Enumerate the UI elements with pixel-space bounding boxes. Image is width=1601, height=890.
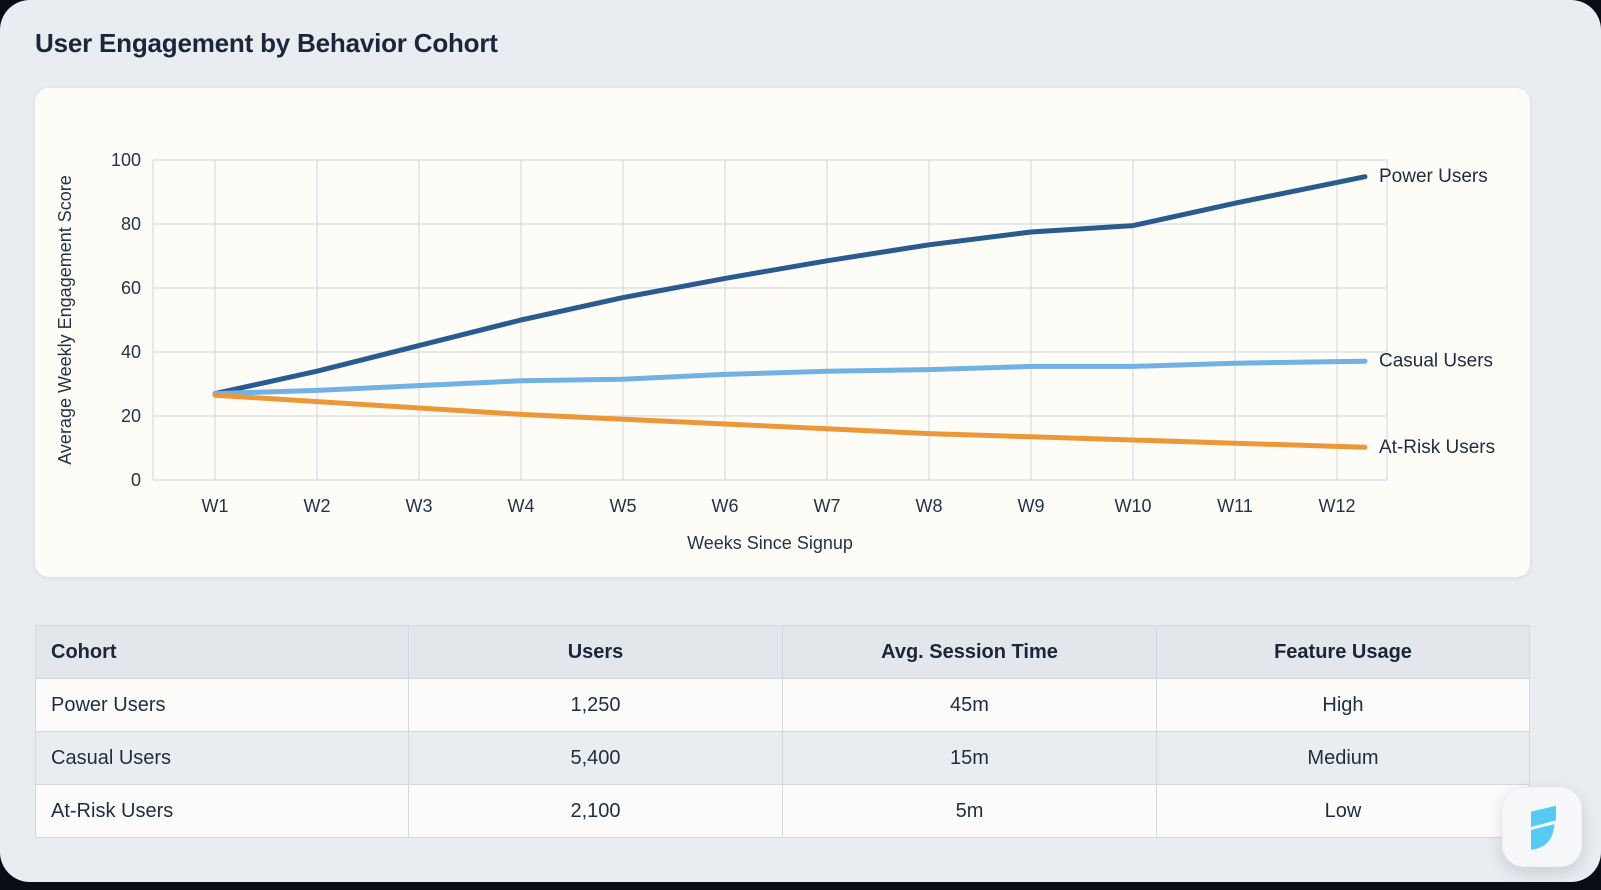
series-line-at-risk-users: [212, 392, 1368, 450]
value-cell: 5m: [783, 785, 1157, 837]
value-cell: 15m: [783, 732, 1157, 784]
cohort-table-header-row: Cohort Users Avg. Session Time Feature Usag…: [36, 626, 1529, 678]
engagement-chart-card: 0 20 40 60 80 100 W1 W2 W3 W4 W5 W6 W7 W8 W9 W10 W11 W12 W…: [35, 88, 1530, 577]
page-title: User Engagement by Behavior Cohort: [35, 28, 498, 58]
x-tick-label: W8: [916, 496, 943, 516]
y-tick-label: 60: [121, 278, 141, 298]
y-tick-label: 20: [121, 406, 141, 426]
value-cell: Medium: [1307, 747, 1379, 769]
series-line-power-users: [212, 174, 1368, 397]
value-cell: Low: [1324, 800, 1362, 822]
brand-bolt-icon: [1531, 805, 1556, 850]
y-tick-label: 80: [121, 214, 141, 234]
value-cell: High: [1322, 694, 1364, 716]
x-tick-label: W3: [406, 496, 433, 516]
header-cell-avg-session-time: Avg. Session Time: [783, 626, 1157, 678]
y-tick-label: 100: [111, 150, 141, 170]
series-line-casual-users: [212, 358, 1368, 397]
x-tick-label: W7: [814, 496, 841, 516]
x-tick-label: W11: [1217, 496, 1253, 516]
x-tick-label: W2: [304, 496, 331, 516]
header-cell-feature-usage: Feature Usage: [1274, 641, 1412, 663]
value-cell: 5,400: [409, 732, 783, 784]
header-cell-users: Users: [409, 626, 783, 678]
series-label: At-Risk Users: [1379, 437, 1495, 458]
engagement-line-chart: 0 20 40 60 80 100 W1 W2 W3 W4 W5 W6 W7 W8 W9 W10 W11 W12 W…: [55, 150, 1495, 553]
x-tick-label: W5: [610, 496, 637, 516]
x-tick-label: W9: [1018, 496, 1045, 516]
table-row-casual-users: Casual Users 5,400 15m Medium: [36, 731, 1529, 784]
cohort-name-cell: At-Risk Users: [36, 785, 409, 837]
brand-logo-badge: [1502, 787, 1582, 867]
cohort-name-cell: Casual Users: [36, 732, 409, 784]
x-tick-label: W6: [712, 496, 739, 516]
table-row-power-users: Power Users 1,250 45m High: [36, 678, 1529, 731]
value-cell: 2,100: [409, 785, 783, 837]
x-axis-title: Weeks Since Signup: [687, 533, 853, 553]
x-tick-label: W12: [1318, 496, 1355, 516]
x-tick-label: W4: [508, 496, 535, 516]
y-axis-title: Average Weekly Engagement Score: [55, 175, 75, 465]
cohort-name-cell: Power Users: [36, 679, 409, 731]
y-tick-label: 0: [131, 470, 141, 490]
cohort-table: Cohort Users Avg. Session Time Feature Usag…: [35, 625, 1530, 838]
y-tick-label: 40: [121, 342, 141, 362]
header-cell-cohort: Cohort: [36, 626, 409, 678]
series-label: Casual Users: [1379, 351, 1493, 372]
table-row-at-risk-users: At-Risk Users 2,100 5m Low: [36, 784, 1529, 837]
x-tick-label: W10: [1114, 496, 1151, 516]
value-cell: 45m: [783, 679, 1157, 731]
x-tick-label: W1: [202, 496, 229, 516]
value-cell: 1,250: [409, 679, 783, 731]
series-label: Power Users: [1379, 166, 1488, 187]
